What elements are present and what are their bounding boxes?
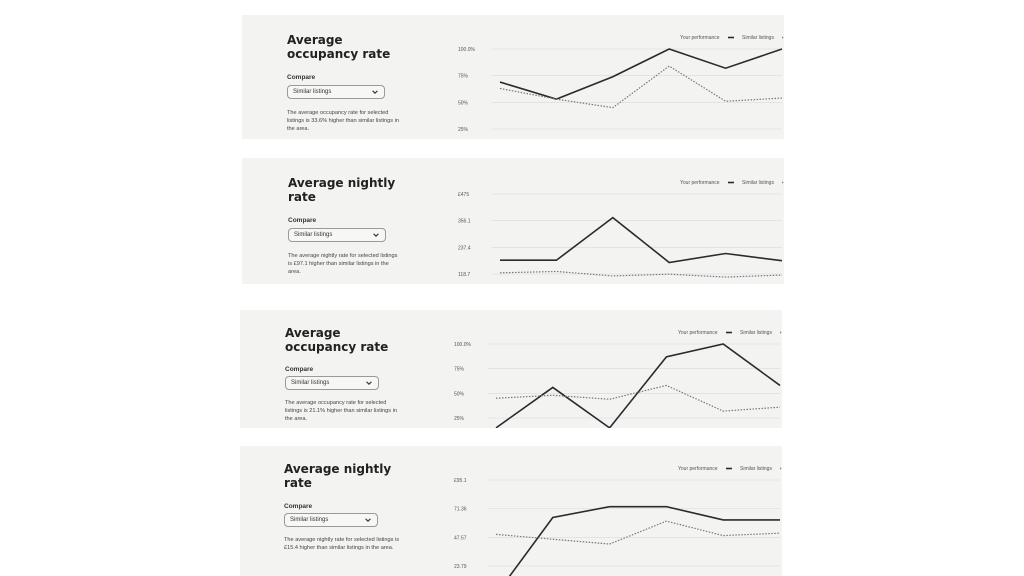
your-performance-line [499,48,783,100]
legend-label: Similar listings [740,330,772,336]
occupancy-rate-chart: Your performance Similar listings 100.0% 75… [454,330,782,428]
y-tick-label: 237.4 [458,245,471,251]
page: Average occupancy rate Compare Similar l… [226,0,799,576]
y-tick-label: 23.79 [454,564,467,570]
chevron-down-icon [372,90,378,94]
similar-listings-line [495,384,781,412]
compare-select-value: Similar listings [290,517,329,523]
legend-label: Similar listings [742,180,774,186]
compare-select[interactable]: Similar listings [288,228,386,242]
nightly-rate-chart: Your performance Similar listings £95.1 71.… [454,466,782,576]
y-tick-label: £475 [458,192,469,198]
legend-label: Your performance [680,180,720,186]
y-tick-label: 100.0% [454,342,472,348]
your-performance-line [495,343,781,428]
nightly-rate-card: Average nightly rate Compare Similar lis… [240,446,782,576]
compare-label: Compare [284,503,313,510]
y-tick-label: 50% [454,391,465,397]
compare-select-value: Similar listings [293,89,332,95]
compare-select[interactable]: Similar listings [284,513,378,527]
y-tick-label: £95.1 [454,478,467,484]
compare-select[interactable]: Similar listings [285,376,379,390]
compare-label: Compare [288,217,317,224]
compare-select[interactable]: Similar listings [287,85,385,99]
card-description: The average occupancy rate for selected … [287,110,399,132]
compare-select-value: Similar listings [291,380,330,386]
card-title: Average nightly rate [284,462,392,490]
your-performance-line [500,216,783,264]
compare-select-value: Similar listings [294,232,333,238]
legend-label: Your performance [678,466,718,472]
chevron-down-icon [366,381,372,385]
y-tick-label: 118.7 [458,272,470,278]
card-title: Average occupancy rate [285,326,389,354]
y-tick-label: 47.57 [454,535,467,541]
compare-label: Compare [287,74,316,81]
card-title: Average nightly rate [288,176,396,204]
y-tick-label: 100.0% [458,47,476,53]
legend-label: Similar listings [742,35,774,41]
occupancy-rate-card: Average occupancy rate Compare Similar l… [240,310,782,428]
card-description: The average occupancy rate for selected … [285,400,397,422]
y-tick-label: 356.1 [458,219,471,225]
occupancy-rate-chart: Your performance Similar listings 100.0% 75… [458,35,784,133]
legend-label: Your performance [680,35,720,41]
chevron-down-icon [373,233,379,237]
card-description: The average nightly rate for selected li… [288,253,398,275]
nightly-rate-chart: Your performance Similar listings £475 356.… [458,180,784,278]
y-tick-label: 71.36 [454,507,467,513]
y-tick-label: 75% [454,367,465,373]
similar-listings-line [495,520,781,545]
your-performance-line [508,505,780,576]
compare-label: Compare [285,366,314,373]
y-tick-label: 75% [458,74,469,80]
nightly-rate-card: Average nightly rate Compare Similar lis… [242,158,784,284]
card-title: Average occupancy rate [287,33,391,61]
y-tick-label: 25% [454,416,465,422]
legend-label: Similar listings [740,466,772,472]
similar-listings-line [499,270,783,278]
y-tick-label: 50% [458,100,469,106]
card-description: The average nightly rate for selected li… [284,537,400,551]
chevron-down-icon [365,518,371,522]
similar-listings-line [499,65,783,109]
y-tick-label: 25% [458,127,469,133]
occupancy-rate-card: Average occupancy rate Compare Similar l… [242,15,784,139]
legend-label: Your performance [678,330,718,336]
